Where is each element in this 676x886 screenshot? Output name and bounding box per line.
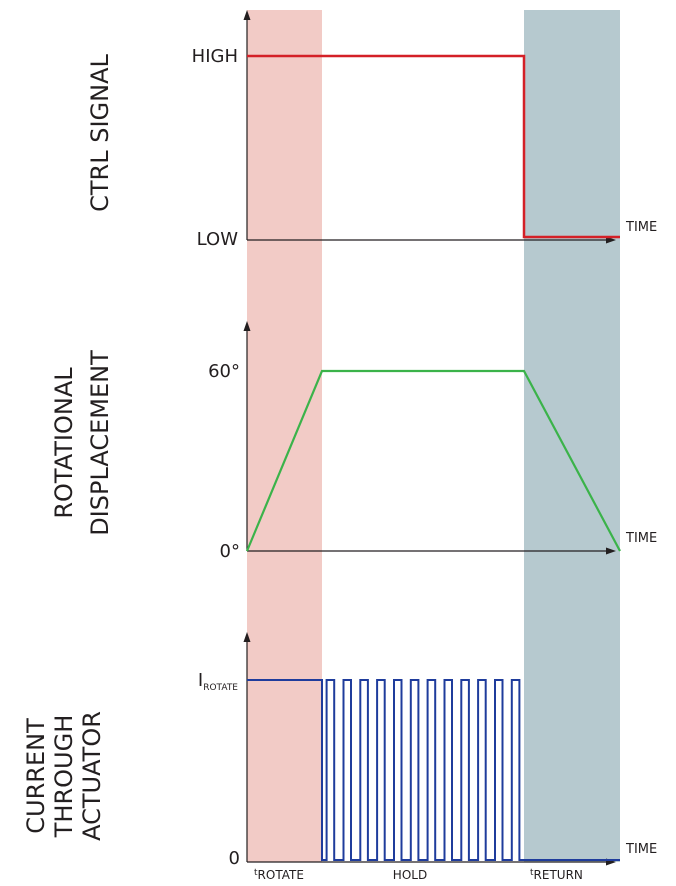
current-irotate-sub: ROTATE [203, 683, 238, 693]
rotate-phase-band [247, 10, 322, 862]
rotation-time-label: TIME [625, 531, 657, 546]
rotation-60-label: 60° [208, 361, 240, 382]
ctrl-plot-title: CTRL SIGNAL [86, 54, 114, 212]
phase-return-sub: RETURN [534, 868, 583, 882]
current-plot-title-line1: CURRENT [22, 718, 50, 834]
ctrl-signal-plot: HIGH LOW TIME CTRL SIGNAL [86, 10, 657, 250]
phase-label-rotate: tROTATE [254, 868, 304, 882]
current-irotate-main: I [198, 670, 203, 691]
current-time-label: TIME [625, 842, 657, 857]
ctrl-time-label: TIME [625, 220, 657, 235]
current-plot: IROTATE 0 TIME CURRENT THROUGH ACTUATOR [22, 632, 657, 869]
ctrl-signal-line [247, 54, 620, 239]
current-0-label: 0 [229, 848, 240, 869]
rotation-plot-title-line1: ROTATIONAL [50, 367, 78, 519]
ctrl-y-arrow-icon [243, 10, 251, 20]
current-plot-title-line2: THROUGH [50, 715, 78, 838]
current-line [247, 679, 620, 861]
current-irotate-label: IROTATE [198, 670, 238, 693]
rotation-plot: 60° 0° TIME ROTATIONAL DISPLACEMENT [50, 321, 657, 562]
rotation-line [245, 369, 621, 552]
phase-return-t: t [530, 868, 534, 878]
phase-rotate-t: t [254, 868, 258, 878]
rotation-y-arrow-icon [243, 321, 251, 331]
rotation-plot-title-line2: DISPLACEMENT [86, 350, 114, 536]
rotation-0-label: 0° [220, 541, 240, 562]
rotation-x-arrow-icon [606, 547, 616, 555]
ctrl-high-label: HIGH [192, 46, 238, 67]
ctrl-low-label: LOW [197, 229, 239, 250]
phase-rotate-sub: ROTATE [258, 868, 304, 882]
phase-label-hold: HOLD [393, 868, 427, 882]
phase-label-return: tRETURN [530, 868, 583, 882]
return-phase-band [524, 10, 620, 862]
current-plot-title-line3: ACTUATOR [78, 711, 106, 841]
current-y-arrow-icon [243, 632, 251, 642]
